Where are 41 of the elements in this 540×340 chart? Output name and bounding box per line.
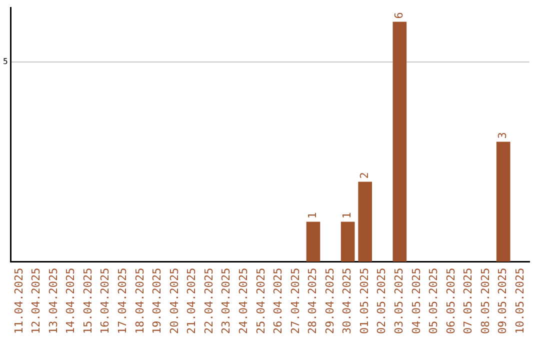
x-tick-label: 27.04.2025 [288,268,302,334]
x-tick-label: 20.04.2025 [168,268,181,334]
x-tick-label: 21.04.2025 [185,268,198,334]
x-tick-label: 28.04.2025 [306,268,320,334]
x-tick-label: 18.04.2025 [133,268,146,334]
x-tick-label: 24.04.2025 [236,268,250,334]
x-tick-label: 07.05.2025 [462,268,475,334]
x-tick-label: 01.05.2025 [358,268,371,334]
x-tick-label: 13.04.2025 [46,268,60,334]
x-tick-label: 02.05.2025 [375,268,388,334]
data-label: 1 [340,212,354,219]
x-tick-label: 29.04.2025 [323,268,336,334]
x-tick-label: 04.05.2025 [410,268,423,334]
x-tick-label: 23.04.2025 [220,268,233,334]
data-label: 3 [496,132,510,139]
data-label: 2 [358,172,371,179]
x-tick-label: 06.05.2025 [444,268,458,334]
bar [306,222,320,262]
x-tick-label: 10.05.2025 [513,268,526,334]
bar [358,182,372,262]
x-tick-label: 11.04.2025 [12,268,26,334]
x-tick-label: 09.05.2025 [496,268,510,334]
x-tick-label: 22.04.2025 [202,268,216,334]
bar [340,222,355,262]
x-tick-label: 16.04.2025 [98,268,112,334]
x-tick-label: 03.05.2025 [392,268,406,334]
data-label: 6 [392,12,406,19]
x-tick-label: 14.04.2025 [64,268,78,334]
bar [392,22,407,262]
y-tick-label: 5 [2,56,8,66]
x-tick-label: 15.04.2025 [81,268,94,334]
x-tick-label: 12.04.2025 [30,268,43,334]
x-tick-label: 08.05.2025 [478,268,492,334]
x-tick-label: 30.04.2025 [340,268,354,334]
x-tick-label: 05.05.2025 [427,268,440,334]
x-tick-label: 19.04.2025 [150,268,164,334]
bar [496,142,510,262]
x-tick-label: 26.04.2025 [272,268,285,334]
x-tick-label: 25.04.2025 [254,268,268,334]
data-label: 1 [306,212,320,219]
x-tick-label: 17.04.2025 [116,268,130,334]
